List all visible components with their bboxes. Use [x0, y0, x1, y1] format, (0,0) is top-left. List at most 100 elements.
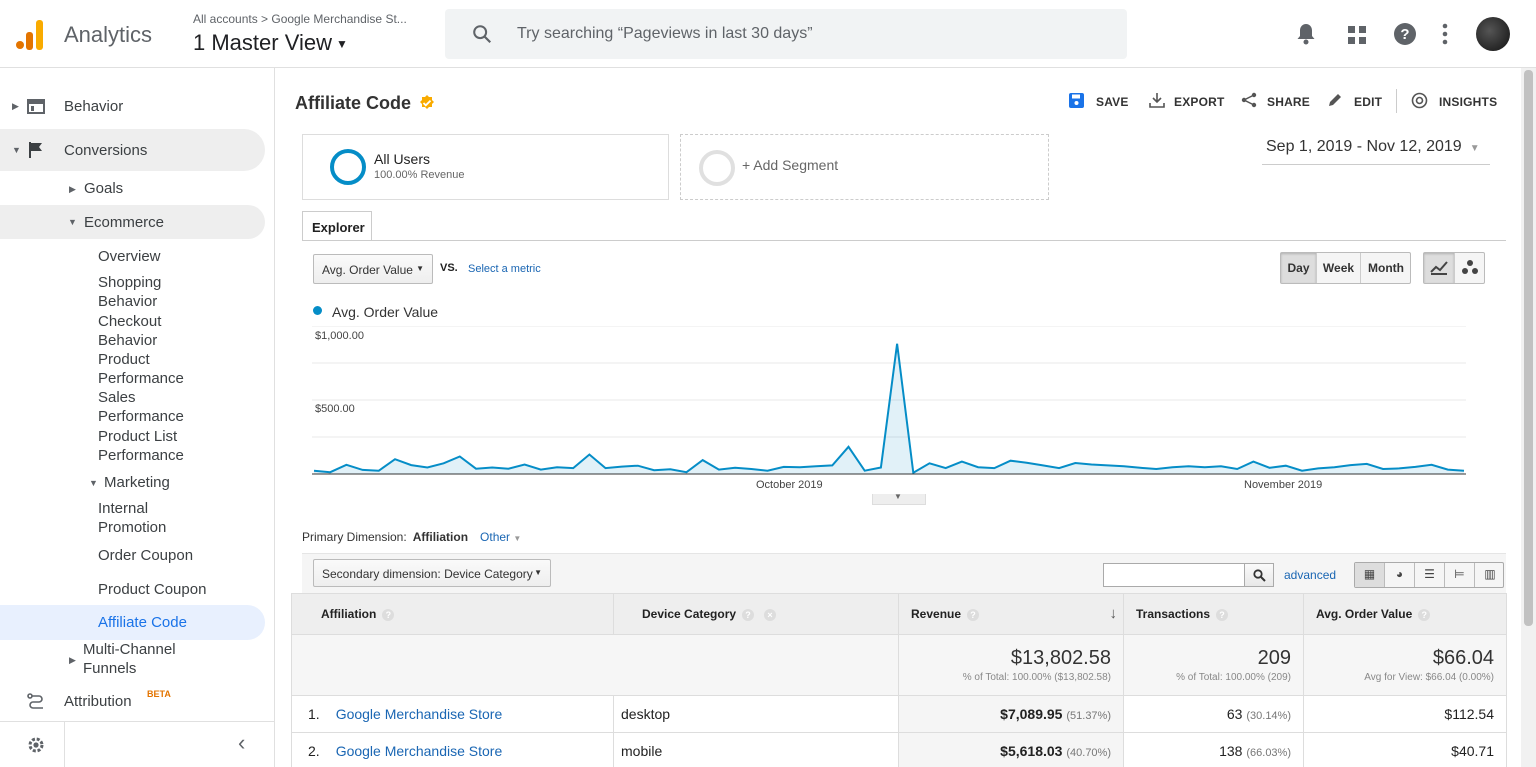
- advanced-filter-link[interactable]: advanced: [1284, 568, 1337, 582]
- sidebar-item-marketing[interactable]: ▼ Marketing: [0, 472, 265, 494]
- more-vert-icon[interactable]: [1441, 22, 1449, 46]
- affiliation-link[interactable]: Google Merchandise Store: [335, 743, 503, 759]
- help-icon[interactable]: ?: [967, 609, 980, 621]
- table-view-pie-icon[interactable]: ◕: [1385, 563, 1415, 587]
- add-segment-button[interactable]: + Add Segment: [680, 134, 1049, 200]
- save-label: SAVE: [1096, 95, 1129, 109]
- sidebar-item-behavior[interactable]: ▶ Behavior: [0, 90, 265, 122]
- attribution-icon: [27, 693, 43, 709]
- chart-type-toggle: [1423, 252, 1485, 284]
- sidebar-item-goals[interactable]: ▶ Goals: [0, 176, 265, 202]
- tab-divider: [302, 240, 1506, 241]
- affiliation-link[interactable]: Google Merchandise Store: [335, 706, 503, 722]
- help-icon[interactable]: ?: [1418, 609, 1431, 621]
- sidebar-item-label: Affiliate Code: [98, 614, 187, 631]
- sidebar-item-label: Product Coupon: [98, 581, 207, 598]
- sidebar-item-product-performance[interactable]: Product Performance: [0, 350, 265, 388]
- granularity-day-button[interactable]: Day: [1281, 253, 1317, 283]
- line-chart[interactable]: [312, 326, 1466, 476]
- share-icon: [1241, 92, 1257, 108]
- metric-select[interactable]: Avg. Order Value ▼: [313, 254, 433, 284]
- line-chart-button[interactable]: [1424, 253, 1455, 283]
- search-placeholder: Try searching “Pageviews in last 30 days…: [517, 25, 813, 42]
- report-main: Affiliate Code SAVE EXPORT SHARE EDIT IN…: [276, 68, 1521, 767]
- avatar[interactable]: [1476, 17, 1510, 51]
- search-box[interactable]: Try searching “Pageviews in last 30 days…: [445, 9, 1127, 59]
- remove-dimension-icon[interactable]: ×: [764, 609, 777, 621]
- sidebar-item-label: Checkout Behavior: [98, 313, 162, 349]
- sidebar-item-conversions[interactable]: ▼ Conversions: [0, 129, 265, 171]
- column-header-device-category[interactable]: Device Category? ×: [613, 593, 899, 635]
- sidebar-item-overview[interactable]: Overview: [0, 246, 265, 268]
- collapse-sidebar-icon[interactable]: ‹: [238, 730, 246, 755]
- table-view-pivot-icon[interactable]: ▥: [1484, 567, 1496, 581]
- sidebar-item-label: Multi-Channel Funnels: [83, 641, 176, 677]
- bubble-chart-icon: [1462, 260, 1478, 274]
- table-view-data-icon[interactable]: ▦: [1355, 563, 1385, 587]
- sidebar-item-internal-promotion[interactable]: Internal Promotion: [0, 499, 265, 537]
- transactions-cell: 138 (66.03%): [1123, 732, 1304, 767]
- sidebar-item-ecommerce[interactable]: ▼ Ecommerce: [0, 205, 265, 239]
- segment-all-users[interactable]: All Users 100.00% Revenue: [302, 134, 669, 200]
- sidebar-item-checkout-behavior[interactable]: Checkout Behavior: [0, 312, 265, 350]
- primary-dimension-affiliation[interactable]: Affiliation: [412, 530, 469, 544]
- help-icon[interactable]: ?: [1393, 22, 1417, 46]
- apps-grid-icon[interactable]: [1347, 25, 1367, 45]
- date-range-picker[interactable]: Sep 1, 2019 - Nov 12, 2019 ▼: [1266, 138, 1480, 156]
- sidebar-item-affiliate-code[interactable]: Affiliate Code: [0, 605, 265, 640]
- transactions-value: 138: [1219, 743, 1243, 759]
- transactions-value: 63: [1226, 706, 1243, 722]
- sidebar-item-attribution[interactable]: Attribution BETA: [0, 685, 265, 717]
- total-revenue-cell: $13,802.58 % of Total: 100.00% ($13,802.5…: [898, 634, 1124, 696]
- column-header-revenue[interactable]: Revenue? ↓: [898, 593, 1124, 635]
- affiliation-cell: 2. Google Merchandise Store: [291, 732, 614, 767]
- other-dimension-dropdown[interactable]: Other ▼: [480, 530, 521, 544]
- device-cell: mobile: [613, 732, 899, 767]
- total-aov-cell: $66.04 Avg for View: $66.04 (0.00%): [1303, 634, 1507, 696]
- account-breadcrumb[interactable]: All accounts > Google Merchandise St...: [193, 12, 407, 26]
- help-icon[interactable]: ?: [742, 609, 755, 621]
- sidebar-item-product-coupon[interactable]: Product Coupon: [0, 579, 265, 601]
- sort-desc-icon[interactable]: ↓: [1109, 605, 1118, 622]
- add-segment-ring-icon: [699, 150, 735, 186]
- header-label: Avg. Order Value: [1316, 607, 1413, 621]
- segment-ring-icon: [330, 149, 366, 185]
- series-line[interactable]: [313, 343, 1465, 475]
- actions-divider: [1396, 89, 1397, 113]
- view-selector[interactable]: 1 Master View ▼: [193, 30, 348, 56]
- share-label: SHARE: [1267, 95, 1311, 109]
- data-table: Affiliation? Device Category? × Revenue? ↓…: [291, 593, 1507, 767]
- column-header-affiliation[interactable]: Affiliation?: [291, 593, 614, 635]
- caret-down-icon: ▼: [335, 37, 348, 52]
- help-icon[interactable]: ?: [1216, 609, 1229, 621]
- tab-explorer[interactable]: Explorer: [302, 211, 372, 241]
- revenue-value: $5,618.03: [1000, 743, 1063, 759]
- chart-resize-handle[interactable]: ▼: [872, 492, 926, 505]
- table-view-performance-icon[interactable]: ☰: [1415, 563, 1445, 587]
- sidebar: ▶ Behavior ▼ Conversions ▶ Goals ▼ Ecomm…: [0, 68, 275, 767]
- help-icon[interactable]: ?: [382, 609, 395, 621]
- bell-icon[interactable]: [1296, 22, 1316, 46]
- scrollbar-thumb[interactable]: [1524, 70, 1533, 626]
- motion-chart-button[interactable]: [1455, 253, 1485, 283]
- sidebar-item-order-coupon[interactable]: Order Coupon: [0, 545, 265, 567]
- header-label: Revenue: [911, 607, 962, 621]
- table-search-button[interactable]: [1244, 563, 1274, 587]
- sidebar-item-sales-performance[interactable]: Sales Performance: [0, 388, 265, 426]
- sidebar-item-multi-channel-funnels[interactable]: ▶ Multi-Channel Funnels: [0, 640, 265, 678]
- analytics-logo[interactable]: [16, 18, 44, 50]
- select-a-metric-link[interactable]: Select a metric: [468, 263, 541, 275]
- granularity-month-button[interactable]: Month: [1368, 261, 1404, 275]
- secondary-dimension-select[interactable]: Secondary dimension: Device Category ▼: [313, 559, 551, 587]
- page-scrollbar[interactable]: [1521, 68, 1536, 767]
- column-header-avg-order-value[interactable]: Avg. Order Value?: [1303, 593, 1507, 635]
- table-search-input[interactable]: [1103, 563, 1245, 587]
- granularity-week-button[interactable]: Week: [1317, 253, 1361, 283]
- sidebar-item-shopping-behavior[interactable]: Shopping Behavior: [0, 273, 265, 311]
- sidebar-item-product-list-performance[interactable]: Product List Performance: [0, 427, 265, 465]
- table-view-comparison-icon[interactable]: ⊨: [1445, 563, 1475, 587]
- line-chart-icon: [1430, 261, 1448, 275]
- column-header-transactions[interactable]: Transactions?: [1123, 593, 1304, 635]
- caret-down-icon: ▼: [68, 217, 77, 227]
- gear-icon[interactable]: [27, 736, 45, 754]
